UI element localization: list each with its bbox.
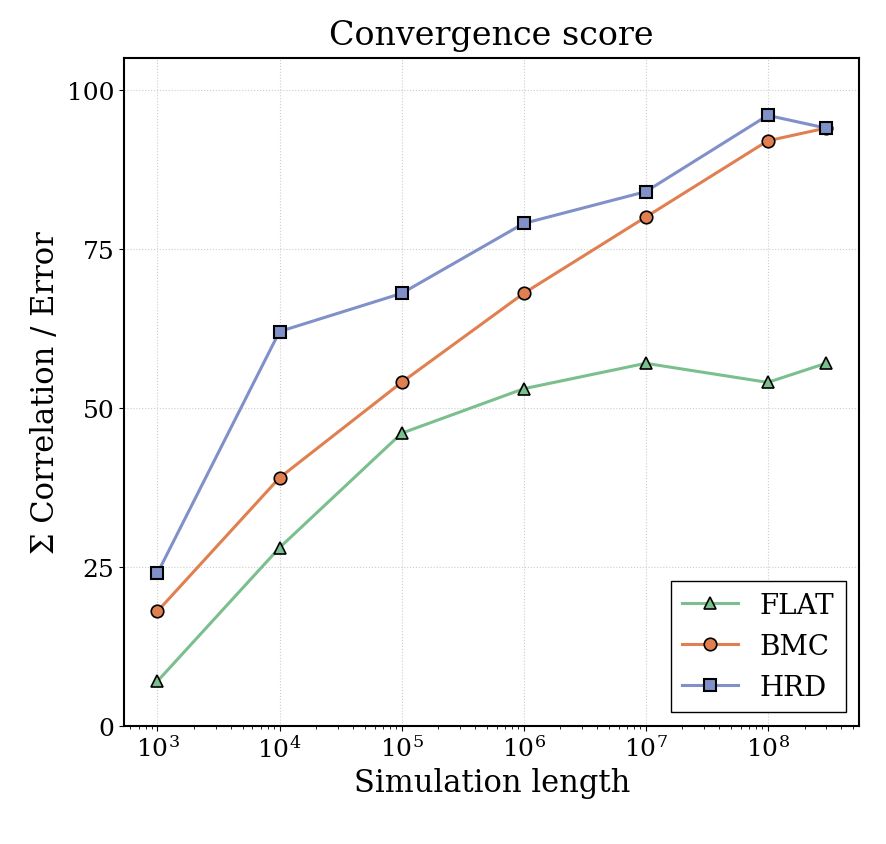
Line: BMC: BMC	[152, 122, 832, 618]
FLAT	[152, 676, 163, 686]
FLAT	[518, 384, 529, 394]
FLAT	[396, 429, 407, 439]
HRD	[820, 124, 831, 134]
BMC	[641, 213, 651, 223]
BMC	[518, 289, 529, 299]
BMC	[820, 124, 831, 134]
FLAT	[763, 378, 773, 388]
FLAT	[820, 359, 831, 369]
HRD	[518, 219, 529, 230]
Line: FLAT: FLAT	[152, 358, 832, 688]
HRD	[274, 327, 284, 338]
BMC	[152, 607, 163, 617]
Legend: FLAT, BMC, HRD: FLAT, BMC, HRD	[671, 582, 845, 712]
X-axis label: Simulation length: Simulation length	[354, 767, 630, 798]
Line: HRD: HRD	[152, 110, 832, 580]
FLAT	[641, 359, 651, 369]
Y-axis label: Σ Correlation / Error: Σ Correlation / Error	[30, 231, 61, 554]
BMC	[763, 137, 773, 147]
HRD	[641, 187, 651, 197]
HRD	[763, 111, 773, 122]
BMC	[274, 473, 284, 484]
BMC	[396, 378, 407, 388]
HRD	[396, 289, 407, 299]
Title: Convergence score: Convergence score	[330, 20, 654, 52]
FLAT	[274, 543, 284, 553]
HRD	[152, 568, 163, 578]
